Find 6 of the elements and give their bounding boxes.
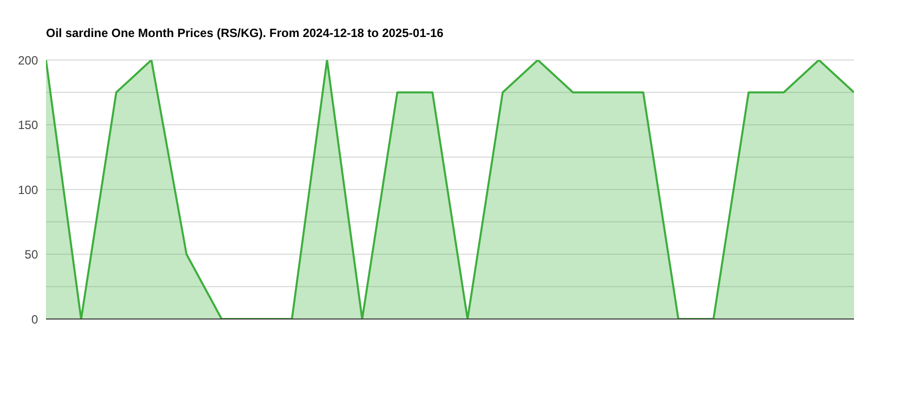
y-tick-label: 200 — [18, 53, 38, 68]
y-tick-label: 100 — [18, 182, 38, 197]
chart-title: Oil sardine One Month Prices (RS/KG). From 2024-12-18 to 2025-01-16 — [46, 26, 444, 40]
y-tick-label: 0 — [31, 312, 38, 326]
y-tick-label: 150 — [18, 118, 38, 132]
y-tick-label: 50 — [24, 248, 38, 262]
